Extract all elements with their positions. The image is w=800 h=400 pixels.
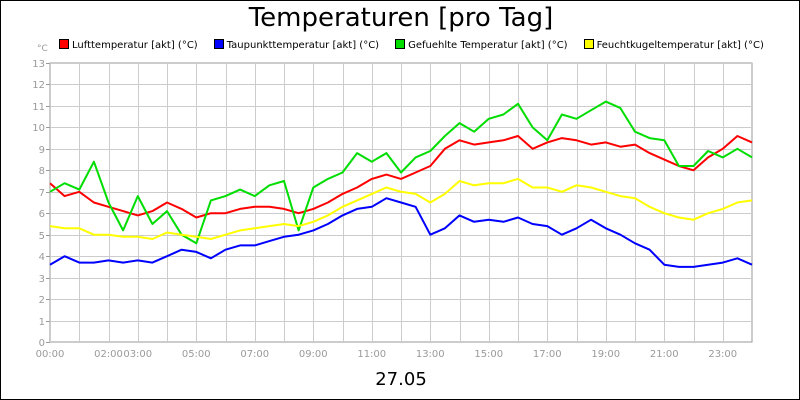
- x-tick-label: 11:00: [357, 349, 386, 360]
- y-tick-label: 6: [39, 209, 45, 220]
- x-tick-label: 17:00: [533, 349, 562, 360]
- y-tick-label: 11: [32, 102, 45, 113]
- series-line-1: [49, 135, 753, 219]
- y-tick-label: 1: [39, 317, 45, 328]
- legend-swatch: [59, 39, 69, 49]
- y-tick-label: 12: [32, 80, 45, 91]
- series-line-2: [49, 197, 753, 268]
- legend-swatch: [395, 39, 406, 49]
- x-tick-label: 00:00: [36, 349, 65, 360]
- y-tick-label: 4: [39, 252, 45, 263]
- legend-item: Lufttemperatur [akt] (°C): [59, 39, 198, 51]
- legend: Lufttemperatur [akt] (°C) Taupunkttempera…: [59, 39, 780, 53]
- x-tick-label: 02:00: [94, 349, 123, 360]
- unit-label: °C: [37, 44, 48, 54]
- x-tick-label: 15:00: [474, 349, 503, 360]
- legend-label: Lufttemperatur [akt] (°C): [72, 40, 198, 51]
- x-tick-label: 23:00: [708, 349, 737, 360]
- legend-label: Gefuehlte Temperatur [akt] (°C): [408, 40, 568, 51]
- x-tick-label: 09:00: [299, 349, 328, 360]
- legend-swatch: [213, 39, 224, 49]
- legend-label: Taupunkttemperatur [akt] (°C): [226, 40, 380, 51]
- series-line-3: [49, 100, 753, 245]
- x-tick-label: 13:00: [416, 349, 445, 360]
- x-tick-label: 05:00: [182, 349, 211, 360]
- y-tick-label: 2: [39, 295, 45, 306]
- chart-title: Temperaturen [pro Tag]: [248, 3, 554, 33]
- x-tick-label: 03:00: [123, 349, 152, 360]
- y-tick-label: 9: [39, 145, 45, 156]
- legend-item: Gefuehlte Temperatur [akt] (°C): [395, 39, 568, 51]
- legend-item: Taupunkttemperatur [akt] (°C): [213, 39, 380, 51]
- legend-swatch: [583, 39, 594, 49]
- x-tick-label: 21:00: [650, 349, 679, 360]
- x-tick-label: 19:00: [591, 349, 620, 360]
- y-tick-label: 5: [39, 231, 45, 242]
- y-tick-label: 0: [39, 338, 45, 349]
- date-label: 27.05: [375, 369, 427, 390]
- y-tick-label: 13: [32, 59, 45, 70]
- series-line-4: [49, 177, 753, 240]
- y-tick-label: 10: [32, 123, 45, 134]
- legend-label: Feuchtkugeltemperatur [akt] (°C): [596, 40, 764, 51]
- y-tick-label: 7: [39, 188, 45, 199]
- legend-item: Feuchtkugeltemperatur [akt] (°C): [583, 39, 764, 51]
- x-tick-label: 07:00: [240, 349, 269, 360]
- y-tick-label: 3: [39, 274, 45, 285]
- y-tick-label: 8: [39, 166, 45, 177]
